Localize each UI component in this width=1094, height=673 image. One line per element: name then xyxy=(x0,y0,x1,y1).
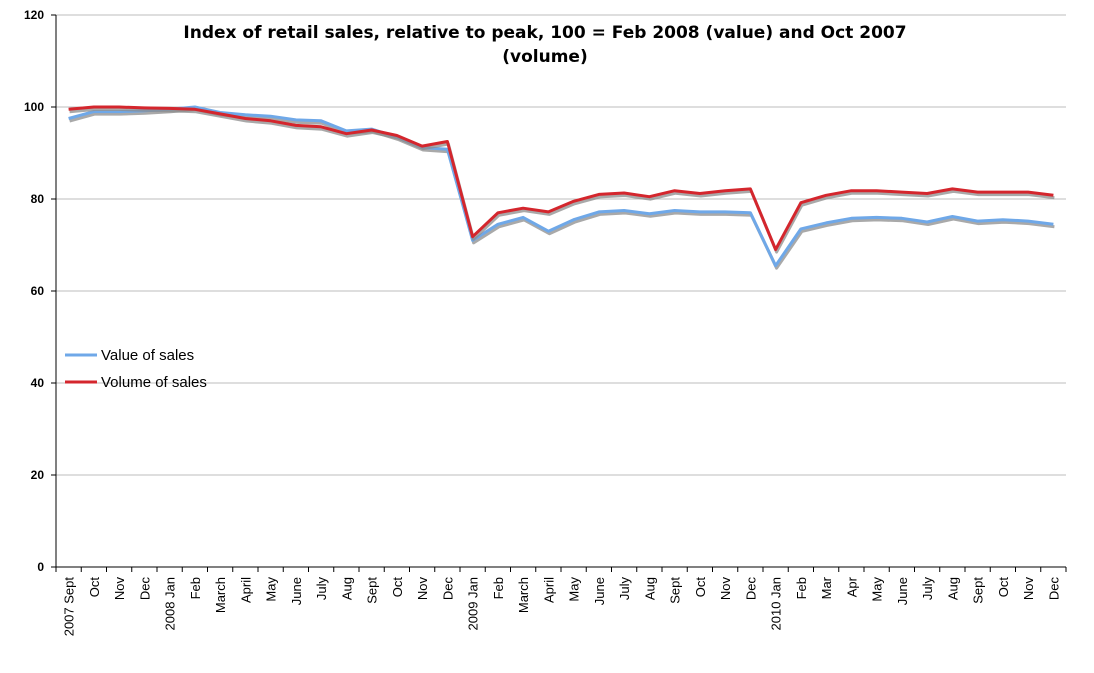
y-tick-label: 0 xyxy=(37,560,44,574)
x-tick-label: May xyxy=(870,577,885,602)
series-line-value xyxy=(68,105,1054,268)
chart-title: Index of retail sales, relative to peak,… xyxy=(183,23,906,67)
x-tick-label: April xyxy=(238,577,253,603)
y-tick-label: 120 xyxy=(24,8,44,22)
y-tick-label: 100 xyxy=(24,100,44,114)
y-tick-label: 20 xyxy=(31,468,45,482)
x-tick-label: Feb xyxy=(188,577,203,599)
legend: Value of sales Volume of sales xyxy=(65,347,207,391)
x-tick-label: Aug xyxy=(945,577,960,600)
series-lines xyxy=(68,105,1055,270)
x-tick-label: Dec xyxy=(440,577,455,601)
x-tick-label: June xyxy=(895,577,910,605)
series-shadow xyxy=(69,108,1055,254)
x-tick-label: 2010 Jan xyxy=(769,577,784,631)
x-tick-label: 2009 Jan xyxy=(466,577,481,631)
chart-title-line-2: (volume) xyxy=(502,47,587,67)
x-tick-label: June xyxy=(592,577,607,605)
x-tick-label: Apr xyxy=(844,576,859,597)
x-tick-label: May xyxy=(567,577,582,602)
x-tick-label: Nov xyxy=(1021,577,1036,601)
x-tick-label: Oct xyxy=(996,577,1011,598)
x-tick-label: Feb xyxy=(794,577,809,599)
x-tick-label: Dec xyxy=(137,577,152,601)
series-shadow xyxy=(69,108,1055,270)
chart-title-line-1: Index of retail sales, relative to peak,… xyxy=(183,23,906,43)
x-tick-label: Sept xyxy=(668,577,683,604)
x-tick-label: Nov xyxy=(718,577,733,601)
x-tick-label: Dec xyxy=(743,577,758,601)
legend-label: Value of sales xyxy=(101,347,194,364)
series-line-volume xyxy=(68,105,1054,252)
x-tick-label: Sept xyxy=(365,577,380,604)
y-tick-label: 60 xyxy=(31,284,45,298)
legend-label: Volume of sales xyxy=(101,374,207,391)
x-tick-label: Nov xyxy=(112,577,127,601)
x-tick-label: 2008 Jan xyxy=(163,577,178,631)
x-tick-label: Oct xyxy=(390,577,405,598)
gridlines xyxy=(56,14,1066,476)
x-tick-label: Aug xyxy=(642,577,657,600)
x-tick-label: Nov xyxy=(415,577,430,601)
x-tick-label: Mar xyxy=(819,576,834,599)
x-tick-label: Feb xyxy=(491,577,506,599)
x-tick-label: July xyxy=(617,577,632,601)
x-tick-label: Dec xyxy=(1046,577,1061,601)
x-tick-label: Oct xyxy=(87,577,102,598)
x-tick-label: March xyxy=(516,577,531,613)
x-tick-label: July xyxy=(920,577,935,601)
x-tick-labels: 2007 Sept Oct Nov Dec 2008 Jan Feb March April M… xyxy=(62,576,1062,636)
y-tick-label: 80 xyxy=(31,192,45,206)
axes xyxy=(51,14,1067,572)
x-tick-label: June xyxy=(289,577,304,605)
x-tick-label: Oct xyxy=(693,577,708,598)
x-tick-label: July xyxy=(314,577,329,601)
x-tick-label: 2007 Sept xyxy=(62,577,77,637)
y-tick-label: 40 xyxy=(31,376,45,390)
x-tick-label: March xyxy=(213,577,228,613)
x-tick-label: Sept xyxy=(971,577,986,604)
x-tick-label: May xyxy=(264,577,279,602)
x-tick-label: Aug xyxy=(339,577,354,600)
x-tick-label: April xyxy=(541,577,556,603)
y-tick-labels: 0 20 40 60 80 100 120 xyxy=(24,8,44,574)
